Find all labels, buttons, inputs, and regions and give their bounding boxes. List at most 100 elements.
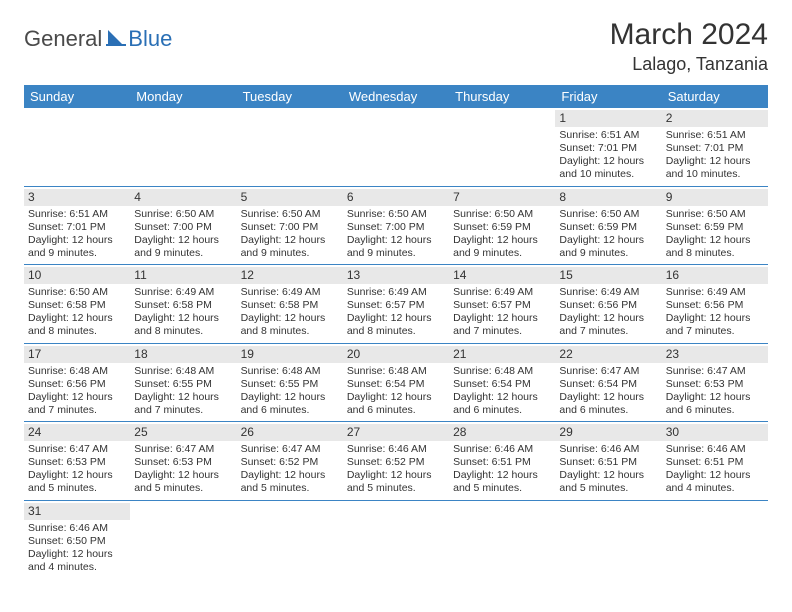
calendar-day-cell — [237, 108, 343, 186]
daylight1-text: Daylight: 12 hours — [28, 469, 126, 482]
daylight2-text: and 5 minutes. — [241, 482, 339, 495]
daylight2-text: and 5 minutes. — [347, 482, 445, 495]
calendar-day-cell — [237, 500, 343, 578]
calendar-day-cell: 21Sunrise: 6:48 AMSunset: 6:54 PMDayligh… — [449, 343, 555, 422]
sunset-text: Sunset: 6:59 PM — [559, 221, 657, 234]
daylight2-text: and 5 minutes. — [453, 482, 551, 495]
weekday-header: Saturday — [662, 85, 768, 108]
daylight1-text: Daylight: 12 hours — [559, 234, 657, 247]
sunrise-text: Sunrise: 6:49 AM — [666, 286, 764, 299]
daylight2-text: and 9 minutes. — [241, 247, 339, 260]
day-number: 21 — [449, 346, 555, 363]
daylight1-text: Daylight: 12 hours — [28, 391, 126, 404]
daylight1-text: Daylight: 12 hours — [453, 391, 551, 404]
daylight1-text: Daylight: 12 hours — [241, 391, 339, 404]
sunrise-text: Sunrise: 6:46 AM — [559, 443, 657, 456]
daylight1-text: Daylight: 12 hours — [666, 312, 764, 325]
calendar-day-cell: 26Sunrise: 6:47 AMSunset: 6:52 PMDayligh… — [237, 422, 343, 501]
day-number: 4 — [130, 189, 236, 206]
day-number: 22 — [555, 346, 661, 363]
daylight2-text: and 4 minutes. — [666, 482, 764, 495]
calendar-day-cell — [449, 108, 555, 186]
sunset-text: Sunset: 6:51 PM — [666, 456, 764, 469]
logo-text-general: General — [24, 26, 102, 52]
calendar-day-cell: 19Sunrise: 6:48 AMSunset: 6:55 PMDayligh… — [237, 343, 343, 422]
day-number: 8 — [555, 189, 661, 206]
sunset-text: Sunset: 6:51 PM — [559, 456, 657, 469]
day-number: 3 — [24, 189, 130, 206]
calendar-day-cell: 31Sunrise: 6:46 AMSunset: 6:50 PMDayligh… — [24, 500, 130, 578]
day-number: 13 — [343, 267, 449, 284]
sunset-text: Sunset: 6:54 PM — [347, 378, 445, 391]
daylight1-text: Daylight: 12 hours — [559, 312, 657, 325]
calendar-day-cell: 3Sunrise: 6:51 AMSunset: 7:01 PMDaylight… — [24, 186, 130, 265]
sunset-text: Sunset: 6:58 PM — [28, 299, 126, 312]
daylight2-text: and 8 minutes. — [241, 325, 339, 338]
sunset-text: Sunset: 7:00 PM — [241, 221, 339, 234]
daylight1-text: Daylight: 12 hours — [134, 391, 232, 404]
location: Lalago, Tanzania — [610, 54, 768, 75]
day-number: 12 — [237, 267, 343, 284]
calendar-day-cell: 6Sunrise: 6:50 AMSunset: 7:00 PMDaylight… — [343, 186, 449, 265]
sunset-text: Sunset: 6:51 PM — [453, 456, 551, 469]
day-number: 26 — [237, 424, 343, 441]
calendar-day-cell — [130, 500, 236, 578]
day-number: 11 — [130, 267, 236, 284]
daylight1-text: Daylight: 12 hours — [559, 391, 657, 404]
day-number: 5 — [237, 189, 343, 206]
sunset-text: Sunset: 6:58 PM — [241, 299, 339, 312]
calendar-day-cell: 22Sunrise: 6:47 AMSunset: 6:54 PMDayligh… — [555, 343, 661, 422]
calendar-day-cell: 23Sunrise: 6:47 AMSunset: 6:53 PMDayligh… — [662, 343, 768, 422]
sunset-text: Sunset: 6:53 PM — [134, 456, 232, 469]
logo-sail-icon — [106, 28, 126, 51]
day-number: 29 — [555, 424, 661, 441]
day-number: 25 — [130, 424, 236, 441]
sunrise-text: Sunrise: 6:50 AM — [666, 208, 764, 221]
daylight1-text: Daylight: 12 hours — [666, 234, 764, 247]
calendar-day-cell — [662, 500, 768, 578]
sunset-text: Sunset: 7:01 PM — [28, 221, 126, 234]
sunset-text: Sunset: 6:56 PM — [559, 299, 657, 312]
sunrise-text: Sunrise: 6:50 AM — [241, 208, 339, 221]
daylight2-text: and 9 minutes. — [453, 247, 551, 260]
day-number: 16 — [662, 267, 768, 284]
calendar-day-cell: 27Sunrise: 6:46 AMSunset: 6:52 PMDayligh… — [343, 422, 449, 501]
sunset-text: Sunset: 6:52 PM — [347, 456, 445, 469]
sunset-text: Sunset: 6:58 PM — [134, 299, 232, 312]
daylight2-text: and 9 minutes. — [134, 247, 232, 260]
daylight2-text: and 8 minutes. — [666, 247, 764, 260]
sunset-text: Sunset: 6:50 PM — [28, 535, 126, 548]
sunrise-text: Sunrise: 6:46 AM — [28, 522, 126, 535]
sunset-text: Sunset: 6:57 PM — [347, 299, 445, 312]
daylight1-text: Daylight: 12 hours — [134, 469, 232, 482]
calendar-day-cell: 28Sunrise: 6:46 AMSunset: 6:51 PMDayligh… — [449, 422, 555, 501]
sunset-text: Sunset: 7:00 PM — [134, 221, 232, 234]
daylight2-text: and 7 minutes. — [134, 404, 232, 417]
daylight1-text: Daylight: 12 hours — [453, 469, 551, 482]
calendar-day-cell: 8Sunrise: 6:50 AMSunset: 6:59 PMDaylight… — [555, 186, 661, 265]
sunset-text: Sunset: 7:01 PM — [559, 142, 657, 155]
calendar-week-row: 1Sunrise: 6:51 AMSunset: 7:01 PMDaylight… — [24, 108, 768, 186]
calendar-day-cell: 15Sunrise: 6:49 AMSunset: 6:56 PMDayligh… — [555, 265, 661, 344]
weekday-header: Tuesday — [237, 85, 343, 108]
calendar-day-cell: 20Sunrise: 6:48 AMSunset: 6:54 PMDayligh… — [343, 343, 449, 422]
sunset-text: Sunset: 6:57 PM — [453, 299, 551, 312]
calendar-week-row: 17Sunrise: 6:48 AMSunset: 6:56 PMDayligh… — [24, 343, 768, 422]
day-number: 27 — [343, 424, 449, 441]
sunrise-text: Sunrise: 6:47 AM — [666, 365, 764, 378]
calendar-table: Sunday Monday Tuesday Wednesday Thursday… — [24, 85, 768, 578]
daylight2-text: and 7 minutes. — [453, 325, 551, 338]
sunset-text: Sunset: 7:01 PM — [666, 142, 764, 155]
weekday-header-row: Sunday Monday Tuesday Wednesday Thursday… — [24, 85, 768, 108]
sunrise-text: Sunrise: 6:46 AM — [666, 443, 764, 456]
sunrise-text: Sunrise: 6:49 AM — [347, 286, 445, 299]
month-title: March 2024 — [610, 18, 768, 52]
sunrise-text: Sunrise: 6:48 AM — [241, 365, 339, 378]
daylight1-text: Daylight: 12 hours — [347, 312, 445, 325]
calendar-day-cell — [555, 500, 661, 578]
daylight2-text: and 5 minutes. — [28, 482, 126, 495]
sunrise-text: Sunrise: 6:50 AM — [453, 208, 551, 221]
sunrise-text: Sunrise: 6:49 AM — [453, 286, 551, 299]
sunrise-text: Sunrise: 6:46 AM — [453, 443, 551, 456]
day-number: 18 — [130, 346, 236, 363]
